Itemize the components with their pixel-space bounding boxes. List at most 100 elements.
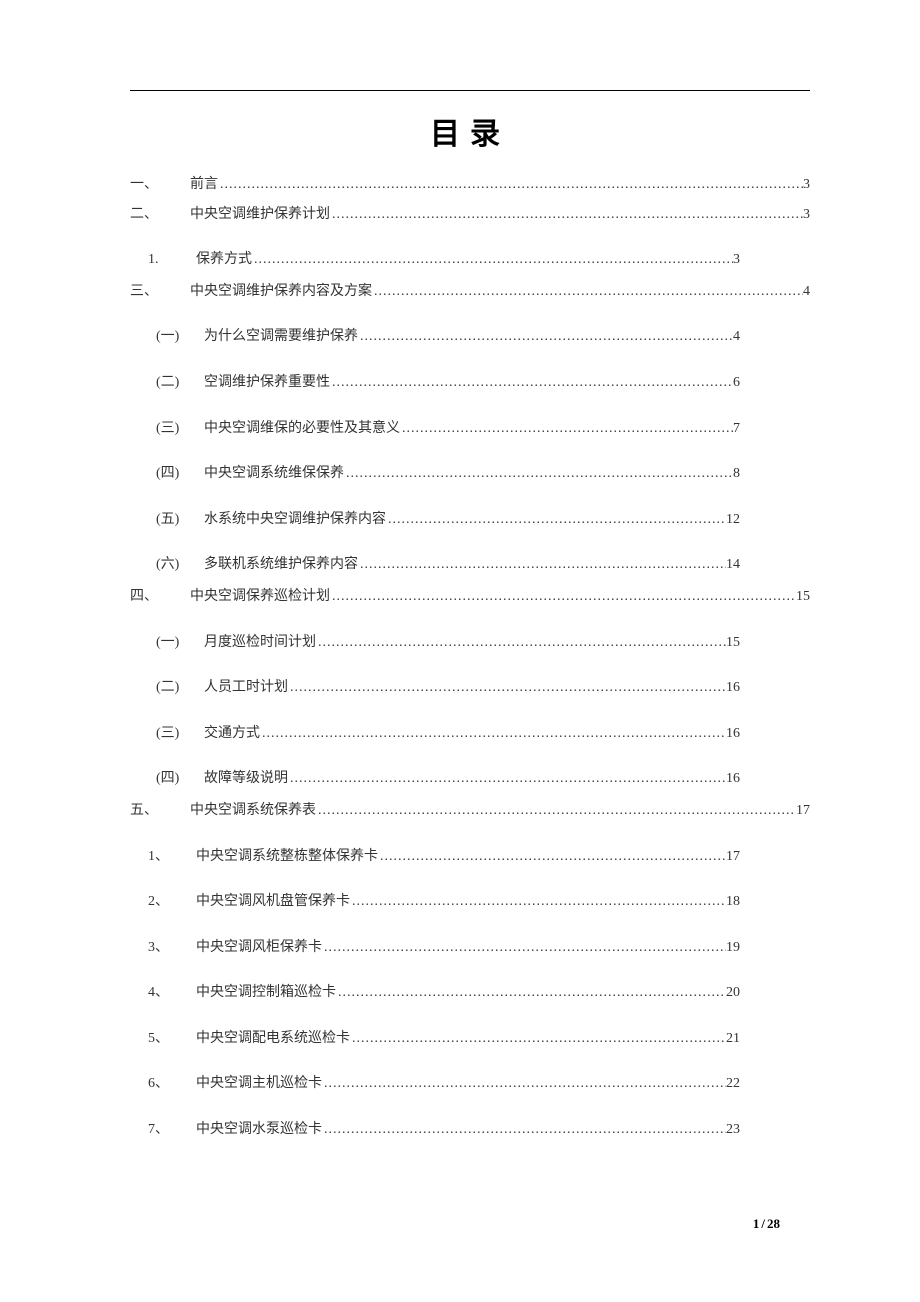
toc-leader-dots: ........................................… — [252, 250, 733, 270]
toc-leader-dots: ........................................… — [322, 1074, 726, 1094]
toc-leader-dots: ........................................… — [316, 633, 726, 653]
toc-entry-page: 16 — [726, 769, 810, 789]
toc-entry-text: 故障等级说明 — [204, 769, 288, 789]
page-footer: 1/28 — [753, 1216, 780, 1232]
toc-entry-text: 中央空调保养巡检计划 — [190, 587, 330, 607]
toc-leader-dots: ........................................… — [322, 1120, 726, 1140]
toc-entry-text: 为什么空调需要维护保养 — [204, 327, 358, 347]
toc-leader-dots: ........................................… — [350, 892, 726, 912]
toc-entry: (一)为什么空调需要维护保养..........................… — [130, 327, 810, 347]
toc-entry: 三、中央空调维护保养内容及方案.........................… — [130, 282, 810, 302]
toc-entry-text: 人员工时计划 — [204, 678, 288, 698]
toc-entry-number: 二、 — [130, 205, 190, 225]
toc-entry: (五)水系统中央空调维护保养内容........................… — [130, 510, 810, 530]
toc-entry-number: (六) — [156, 555, 204, 575]
toc-entry-page: 4 — [803, 282, 810, 302]
toc-entry-number: 四、 — [130, 587, 190, 607]
toc-entry: 四、中央空调保养巡检计划............................… — [130, 587, 810, 607]
toc-entry-page: 7 — [733, 419, 810, 439]
toc-entry: 1、中央空调系统整栋整体保养卡.........................… — [130, 847, 810, 867]
document-page: 目录 一、前言.................................… — [0, 0, 920, 1302]
toc-entry-text: 中央空调控制箱巡检卡 — [196, 983, 336, 1003]
toc-entry-page: 23 — [726, 1120, 810, 1140]
toc-entry-number: 3、 — [148, 938, 196, 958]
toc-entry-text: 空调维护保养重要性 — [204, 373, 330, 393]
toc-entry: (二)空调维护保养重要性............................… — [130, 373, 810, 393]
toc-entry-text: 中央空调系统保养表 — [190, 801, 316, 821]
toc-leader-dots: ........................................… — [350, 1029, 726, 1049]
toc-leader-dots: ........................................… — [336, 983, 726, 1003]
footer-total: 28 — [767, 1216, 780, 1231]
footer-sep: / — [761, 1216, 765, 1231]
toc-entry-number: 1、 — [148, 847, 196, 867]
toc-entry-number: 6、 — [148, 1074, 196, 1094]
toc-entry: 1.保养方式..................................… — [130, 250, 810, 270]
toc-entry-text: 中央空调水泵巡检卡 — [196, 1120, 322, 1140]
toc-entry-page: 20 — [726, 983, 810, 1003]
toc-entry-page: 17 — [796, 801, 810, 821]
toc-entry-page: 3 — [733, 250, 810, 270]
toc-leader-dots: ........................................… — [322, 938, 726, 958]
toc-entry-number: (四) — [156, 464, 204, 484]
toc-entry-page: 4 — [733, 327, 810, 347]
toc-leader-dots: ........................................… — [372, 282, 803, 302]
toc-entry: (六)多联机系统维护保养内容..........................… — [130, 555, 810, 575]
toc-entry-page: 3 — [803, 205, 810, 225]
toc-entry: 2、中央空调风机盘管保养卡...........................… — [130, 892, 810, 912]
toc-entry-number: 三、 — [130, 282, 190, 302]
toc-entry-text: 中央空调风机盘管保养卡 — [196, 892, 350, 912]
toc-entry-number: 2、 — [148, 892, 196, 912]
toc-entry-text: 多联机系统维护保养内容 — [204, 555, 358, 575]
toc-leader-dots: ........................................… — [218, 175, 803, 195]
toc-entry-page: 16 — [726, 724, 810, 744]
toc-entry-page: 15 — [726, 633, 810, 653]
toc-entry: 二、中央空调维护保养计划............................… — [130, 205, 810, 225]
toc-entry-page: 6 — [733, 373, 810, 393]
toc-leader-dots: ........................................… — [260, 724, 726, 744]
toc-entry: (四)故障等级说明...............................… — [130, 769, 810, 789]
toc-entry-page: 19 — [726, 938, 810, 958]
toc-entry-text: 中央空调配电系统巡检卡 — [196, 1029, 350, 1049]
toc-entry-number: 1. — [148, 250, 196, 270]
toc-entry: 6、中央空调主机巡检卡.............................… — [130, 1074, 810, 1094]
toc-entry-text: 中央空调维护保养计划 — [190, 205, 330, 225]
toc-entry-text: 中央空调主机巡检卡 — [196, 1074, 322, 1094]
toc-entry-number: 7、 — [148, 1120, 196, 1140]
toc-entry: 4、中央空调控制箱巡检卡............................… — [130, 983, 810, 1003]
toc-entry-number: (四) — [156, 769, 204, 789]
toc-entry: 5、中央空调配电系统巡检卡...........................… — [130, 1029, 810, 1049]
toc-leader-dots: ........................................… — [330, 587, 796, 607]
toc-entry-page: 18 — [726, 892, 810, 912]
toc-entry-number: 4、 — [148, 983, 196, 1003]
toc-entry-page: 16 — [726, 678, 810, 698]
toc-entry-number: (二) — [156, 373, 204, 393]
toc-leader-dots: ........................................… — [358, 327, 733, 347]
toc-leader-dots: ........................................… — [288, 678, 726, 698]
toc-entry-number: (五) — [156, 510, 204, 530]
toc-leader-dots: ........................................… — [330, 373, 733, 393]
toc-entry-text: 中央空调维保的必要性及其意义 — [204, 419, 400, 439]
toc-entry-page: 8 — [733, 464, 810, 484]
toc-leader-dots: ........................................… — [288, 769, 726, 789]
toc-entry-number: (一) — [156, 327, 204, 347]
toc-entry-number: 5、 — [148, 1029, 196, 1049]
toc-entry-text: 交通方式 — [204, 724, 260, 744]
toc-leader-dots: ........................................… — [344, 464, 733, 484]
toc-leader-dots: ........................................… — [378, 847, 726, 867]
toc-entry-number: (二) — [156, 678, 204, 698]
toc-entry-page: 14 — [726, 555, 810, 575]
toc-entry: (二)人员工时计划...............................… — [130, 678, 810, 698]
toc-entry-page: 21 — [726, 1029, 810, 1049]
toc-entry-text: 月度巡检时间计划 — [204, 633, 316, 653]
toc-entry: 一、前言....................................… — [130, 175, 810, 195]
toc-leader-dots: ........................................… — [316, 801, 796, 821]
toc-entry-page: 17 — [726, 847, 810, 867]
toc-entry-text: 中央空调系统维保保养 — [204, 464, 344, 484]
toc-entry: (一)月度巡检时间计划.............................… — [130, 633, 810, 653]
toc-entry-number: (三) — [156, 724, 204, 744]
toc-entry-text: 中央空调维护保养内容及方案 — [190, 282, 372, 302]
toc-entry: (四)中央空调系统维保保养...........................… — [130, 464, 810, 484]
toc-entry-page: 12 — [726, 510, 810, 530]
toc-list: 一、前言....................................… — [130, 175, 810, 1140]
toc-entry: (三)交通方式.................................… — [130, 724, 810, 744]
